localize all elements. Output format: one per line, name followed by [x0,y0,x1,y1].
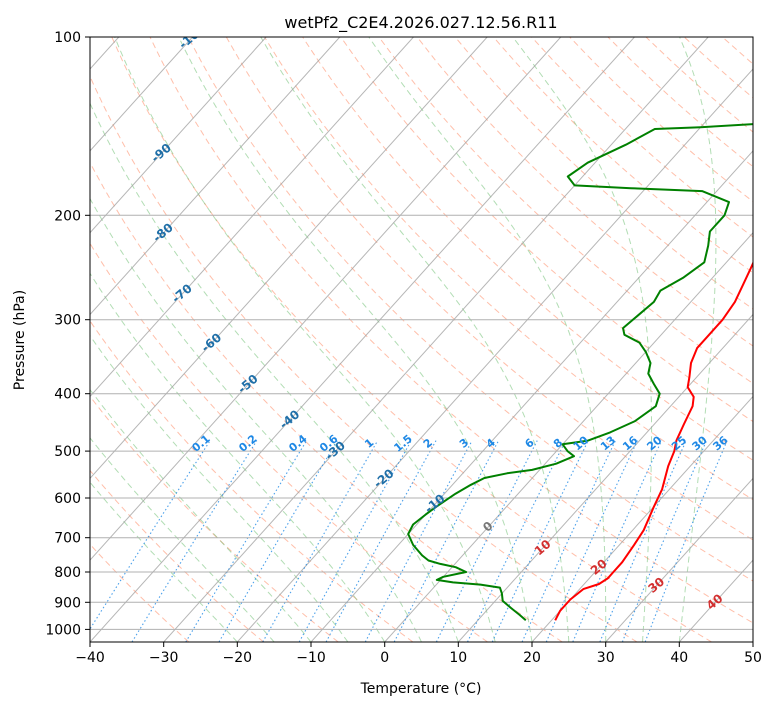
mixing-ratio-line [572,440,663,642]
x-tick-label: 0 [380,650,389,666]
mixing-ratio-line [599,440,687,642]
moist-adiabat [512,37,653,642]
dry-adiabat [111,37,712,642]
x-tick-label: 10 [449,650,467,666]
y-tick-label: 900 [54,595,81,611]
isotherm [457,313,753,642]
isotherm [531,395,753,642]
moist-adiabat [90,437,275,642]
isotherm [90,37,341,316]
moist-adiabat [678,37,717,642]
mixing-ratio-line [90,440,211,630]
dry-adiabat [149,37,753,624]
x-tick-label: 30 [597,650,615,666]
moist-adiabat [90,481,238,642]
y-tick-label: 400 [54,387,81,403]
y-tick-label: 200 [54,208,81,224]
moist-adiabat [90,272,386,642]
mixing-ratio-line [131,440,258,642]
isotherm [236,68,753,642]
x-tick-label: −10 [296,650,326,666]
y-tick-label: 1000 [45,622,81,638]
dry-adiabat [454,37,753,310]
moist-adiabat [114,37,496,642]
isotherm [163,37,709,642]
isotherm [90,37,267,234]
isotherm [90,37,193,152]
moist-adiabat [178,37,533,642]
mixing-ratio-line [325,440,437,642]
isotherm [90,37,414,398]
moist-adiabat [368,37,607,642]
mixing-ratio-line [298,440,412,642]
dry-adiabat [90,161,563,642]
dry-adiabat [90,395,339,642]
x-tick-label: −40 [75,650,105,666]
profiles [407,123,753,622]
background-lines [90,37,753,642]
isotherm [90,37,562,561]
axes: −40 −30 −20 −10 0 10 20 30 40 50 1000 900 800 700 600 5… [45,30,762,666]
y-tick-label: 800 [54,565,81,581]
isotherm [310,150,753,642]
isotherm [605,477,753,642]
mixing-ratio-line [545,440,638,642]
moist-adiabat [90,334,349,642]
x-tick-label: 20 [523,650,541,666]
dry-adiabat [90,543,190,642]
x-tick-label: 40 [670,650,688,666]
mixing-ratio-line [521,440,616,642]
chart-title: wetPf2_C2E4.2026.027.12.56.R11 [284,13,557,33]
moist-adiabat [260,37,570,642]
dry-adiabat [90,469,264,642]
x-tick-label: −20 [223,650,253,666]
series-line-1 [407,123,753,622]
mixing-ratio-line [467,440,567,642]
x-tick-label: 50 [744,650,762,666]
x-tick-label: −30 [149,650,179,666]
pressure-grid [90,37,753,630]
y-tick-label: 700 [54,531,81,547]
y-tick-label: 500 [54,444,81,460]
plot-frame [89,36,754,643]
mixing-ratio-line [262,440,379,642]
series-line-0 [554,260,753,621]
isotherm [384,232,753,642]
x-axis-label: Temperature (°C) [360,681,482,697]
mixing-ratio-line [185,440,308,642]
moist-adiabat [90,102,459,642]
y-tick-label: 600 [54,491,81,507]
y-axis-label: Pressure (hPa) [12,290,28,390]
dry-adiabat [416,37,753,347]
y-tick-label: 300 [54,313,81,329]
isotherm [90,37,488,480]
isotherm [90,37,635,642]
y-tick-label: 100 [54,30,81,46]
dry-adiabat [90,242,488,642]
mixing-ratio-line [218,440,338,642]
mixing-ratio-line [435,440,538,642]
